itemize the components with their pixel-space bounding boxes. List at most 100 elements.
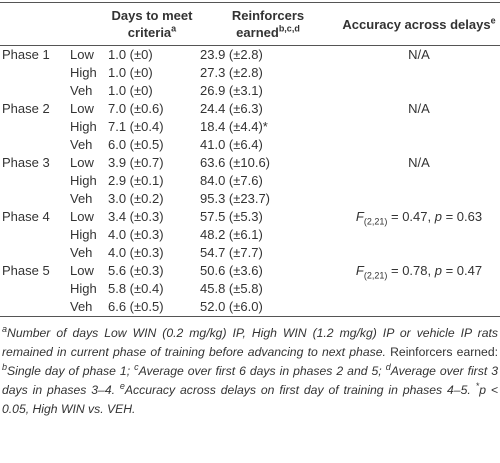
accuracy-cell — [338, 280, 500, 298]
level-cell: High — [70, 281, 97, 296]
header-cell — [68, 3, 106, 46]
reinforcers-cell: 50.6 (±3.6) — [200, 263, 263, 278]
reinforcers-cell: 26.9 (±3.1) — [200, 83, 263, 98]
reinforcers-cell: 52.0 (±6.0) — [200, 299, 263, 314]
phase-cell — [0, 118, 68, 136]
reinforcers-cell: 57.5 (±5.3) — [200, 209, 263, 224]
accuracy-cell — [338, 82, 500, 100]
table-row: Veh 3.0 (±0.2) 95.3 (±23.7) — [0, 190, 500, 208]
header-superscript: e — [490, 15, 496, 26]
accuracy-cell — [338, 136, 500, 154]
phase-label: Phase 3 — [2, 155, 50, 170]
accuracy-cell: F(2,21) = 0.78, p = 0.47 — [338, 262, 500, 280]
accuracy-cell — [338, 118, 500, 136]
p-symbol: p — [434, 209, 442, 224]
phase-cell — [0, 298, 68, 317]
phase-cell: Phase 3 — [0, 154, 68, 172]
phase-cell — [0, 172, 68, 190]
phase-cell — [0, 244, 68, 262]
footnote-text: Reinforcers earned: — [385, 345, 499, 359]
phase-label: Phase 4 — [2, 209, 50, 224]
header-cell: Accuracy across delayse — [338, 3, 500, 46]
days-cell: 7.0 (±0.6) — [108, 101, 164, 116]
phase-label: Phase 1 — [2, 47, 50, 62]
days-cell: 1.0 (±0) — [108, 65, 153, 80]
level-cell: Low — [70, 155, 94, 170]
phase-cell: Phase 5 — [0, 262, 68, 280]
accuracy-text: N/A — [408, 47, 430, 62]
footnote-text: Average over first 3 days in phases 3–4. — [2, 364, 498, 397]
footnote-marker: d — [385, 361, 391, 372]
phase-cell — [0, 64, 68, 82]
header-cell — [0, 3, 68, 46]
header-row: Days to meet criteriaa Reinforcers earned… — [0, 2, 500, 46]
level-cell: Veh — [70, 137, 93, 152]
table-row: Phase 2 Low 7.0 (±0.6) 24.4 (±6.3) N/A — [0, 100, 500, 118]
table-row: High 7.1 (±0.4) 18.4 (±4.4)* — [0, 118, 500, 136]
accuracy-cell — [338, 226, 500, 244]
days-cell: 2.9 (±0.1) — [108, 173, 164, 188]
days-cell: 1.0 (±0) — [108, 47, 153, 62]
results-table: Days to meet criteriaa Reinforcers earned… — [0, 2, 500, 317]
accuracy-cell — [338, 244, 500, 262]
reinforcers-cell: 41.0 (±6.4) — [200, 137, 263, 152]
accuracy-text: N/A — [408, 101, 430, 116]
level-cell: High — [70, 119, 97, 134]
level-cell: Veh — [70, 191, 93, 206]
reinforcers-cell: 45.8 (±5.8) — [200, 281, 263, 296]
footnote-text: Average over first 6 days in phases 2 an… — [138, 364, 386, 378]
reinforcers-cell: 84.0 (±7.6) — [200, 173, 263, 188]
level-cell: Low — [70, 263, 94, 278]
table-row: High 4.0 (±0.3) 48.2 (±6.1) — [0, 226, 500, 244]
table-row: High 2.9 (±0.1) 84.0 (±7.6) — [0, 172, 500, 190]
degrees-of-freedom: (2,21) — [363, 216, 388, 227]
level-cell: Low — [70, 47, 94, 62]
stat-value: = 0.47, — [387, 209, 435, 224]
days-cell: 3.0 (±0.2) — [108, 191, 164, 206]
level-cell: Low — [70, 101, 94, 116]
accuracy-cell: F(2,21) = 0.47, p = 0.63 — [338, 208, 500, 226]
reinforcers-cell: 54.7 (±7.7) — [200, 245, 263, 260]
reinforcers-cell: 18.4 (±4.4)* — [200, 119, 268, 134]
header-text: Days to meet criteria — [111, 8, 193, 40]
table-row: Veh 1.0 (±0) 26.9 (±3.1) — [0, 82, 500, 100]
phase-cell — [0, 226, 68, 244]
p-value: = 0.47 — [441, 263, 483, 278]
table-row: Veh 4.0 (±0.3) 54.7 (±7.7) — [0, 244, 500, 262]
level-cell: Veh — [70, 83, 93, 98]
header-text: Accuracy across delays — [342, 16, 491, 32]
level-cell: Veh — [70, 299, 93, 314]
level-cell: High — [70, 65, 97, 80]
phase-cell: Phase 1 — [0, 46, 68, 65]
table-row: Phase 1 Low 1.0 (±0) 23.9 (±2.8) N/A — [0, 46, 500, 65]
accuracy-cell — [338, 172, 500, 190]
days-cell: 7.1 (±0.4) — [108, 119, 164, 134]
accuracy-cell: N/A — [338, 46, 500, 65]
reinforcers-cell: 95.3 (±23.7) — [200, 191, 271, 206]
phase-label: Phase 5 — [2, 263, 50, 278]
footnote-marker: b — [2, 361, 8, 372]
p-symbol: p — [434, 263, 442, 278]
days-cell: 6.0 (±0.5) — [108, 137, 164, 152]
table-row: High 1.0 (±0) 27.3 (±2.8) — [0, 64, 500, 82]
phase-cell: Phase 2 — [0, 100, 68, 118]
table-row: High 5.8 (±0.4) 45.8 (±5.8) — [0, 280, 500, 298]
days-cell: 5.8 (±0.4) — [108, 281, 164, 296]
header-superscript: b,c,d — [278, 23, 300, 34]
footnote-marker: * — [475, 380, 480, 391]
footnote-marker: e — [119, 380, 125, 391]
table-header: Days to meet criteriaa Reinforcers earned… — [0, 2, 500, 46]
table-row: Phase 3 Low 3.9 (±0.7) 63.6 (±10.6) N/A — [0, 154, 500, 172]
header-cell: Days to meet criteriaa — [106, 3, 198, 46]
table-row: Phase 5 Low 5.6 (±0.3) 50.6 (±3.6) F(2,21) =… — [0, 262, 500, 280]
days-cell: 4.0 (±0.3) — [108, 227, 164, 242]
phase-cell — [0, 280, 68, 298]
stat-value: = 0.78, — [387, 263, 435, 278]
reinforcers-cell: 24.4 (±6.3) — [200, 101, 263, 116]
days-cell: 1.0 (±0) — [108, 83, 153, 98]
degrees-of-freedom: (2,21) — [363, 270, 388, 281]
accuracy-cell — [338, 64, 500, 82]
footnote-text: Accuracy across delays on first day of t… — [124, 383, 476, 397]
phase-cell: Phase 4 — [0, 208, 68, 226]
stat-symbol: F — [355, 263, 364, 278]
